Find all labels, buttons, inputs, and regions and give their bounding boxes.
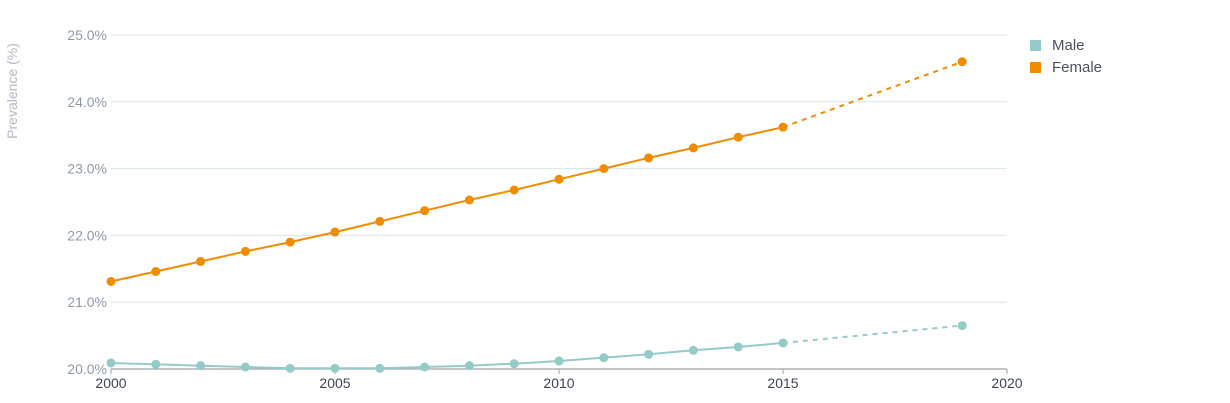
data-point-male <box>196 361 206 371</box>
gridlines <box>111 34 1007 370</box>
data-point-male <box>509 359 519 369</box>
series-layer <box>106 57 967 373</box>
series-line-male <box>110 341 784 370</box>
y-tick-label: 22.0% <box>67 227 107 243</box>
data-point-male <box>285 363 295 373</box>
y-tick-label: 21.0% <box>67 294 107 310</box>
y-tick-label: 25.0% <box>67 27 107 43</box>
y-tick-label: 20.0% <box>67 361 107 377</box>
data-point-male <box>554 356 564 366</box>
data-point-male <box>733 342 743 352</box>
data-point-male <box>330 363 340 373</box>
data-point-female <box>688 143 698 153</box>
x-tick-label: 2020 <box>991 375 1022 391</box>
data-point-female <box>240 246 250 256</box>
data-point-male <box>778 338 788 348</box>
legend: Male Female <box>1030 34 1102 78</box>
data-point-female <box>330 227 340 237</box>
data-point-male <box>464 361 474 371</box>
data-point-female <box>599 164 609 174</box>
data-point-female <box>196 256 206 266</box>
legend-label-female: Female <box>1052 58 1103 76</box>
legend-item-male[interactable]: Male <box>1030 34 1102 56</box>
data-point-female <box>644 153 654 163</box>
data-point-male <box>106 358 116 368</box>
data-point-male <box>240 362 250 372</box>
legend-swatch-male <box>1030 39 1041 51</box>
data-point-female <box>554 174 564 184</box>
x-tick-label: 2015 <box>767 375 798 391</box>
data-point-male <box>644 349 654 359</box>
data-point-male <box>688 345 698 355</box>
x-axis-ticks: 2000 2005 2010 2015 2020 <box>95 369 1023 391</box>
x-tick-label: 2010 <box>543 375 574 391</box>
data-point-female <box>106 276 116 286</box>
series-male <box>106 321 967 373</box>
data-point-female <box>464 195 474 205</box>
series-female <box>106 57 967 286</box>
legend-label-male: Male <box>1052 36 1085 54</box>
data-point-female <box>151 266 161 276</box>
data-point-male <box>375 363 385 373</box>
y-tick-label: 24.0% <box>67 94 107 110</box>
projection-line-female <box>782 60 963 129</box>
x-tick-label: 2000 <box>95 375 126 391</box>
data-point-male <box>599 353 609 363</box>
data-point-male <box>420 362 430 372</box>
data-point-female <box>420 206 430 216</box>
data-point-female <box>733 132 743 142</box>
projection-line-male <box>782 324 963 344</box>
data-point-female <box>509 185 519 195</box>
data-point-female <box>778 122 788 132</box>
y-axis-ticks: 20.0% 21.0% 22.0% 23.0% 24.0% 25.0% <box>67 27 107 377</box>
data-point-female <box>285 237 295 247</box>
data-point-male <box>957 321 967 331</box>
legend-item-female[interactable]: Female <box>1030 56 1102 78</box>
data-point-female <box>375 216 385 226</box>
y-tick-label: 23.0% <box>67 161 107 177</box>
legend-swatch-female <box>1030 61 1041 73</box>
series-line-female <box>110 126 784 283</box>
y-axis-label: Prevalence (%) <box>4 43 20 139</box>
data-point-male <box>151 359 161 369</box>
data-point-female <box>957 57 967 67</box>
x-tick-label: 2005 <box>319 375 350 391</box>
